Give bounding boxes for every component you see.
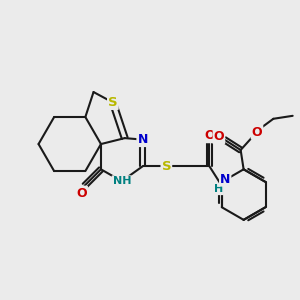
Text: H: H: [214, 184, 223, 194]
Text: O: O: [214, 130, 224, 143]
Text: O: O: [204, 129, 215, 142]
Text: O: O: [252, 126, 262, 139]
Text: O: O: [76, 187, 87, 200]
Text: S: S: [108, 96, 118, 109]
Text: N: N: [137, 133, 148, 146]
Text: NH: NH: [112, 176, 131, 186]
Text: N: N: [220, 172, 230, 186]
Text: S: S: [161, 160, 171, 173]
